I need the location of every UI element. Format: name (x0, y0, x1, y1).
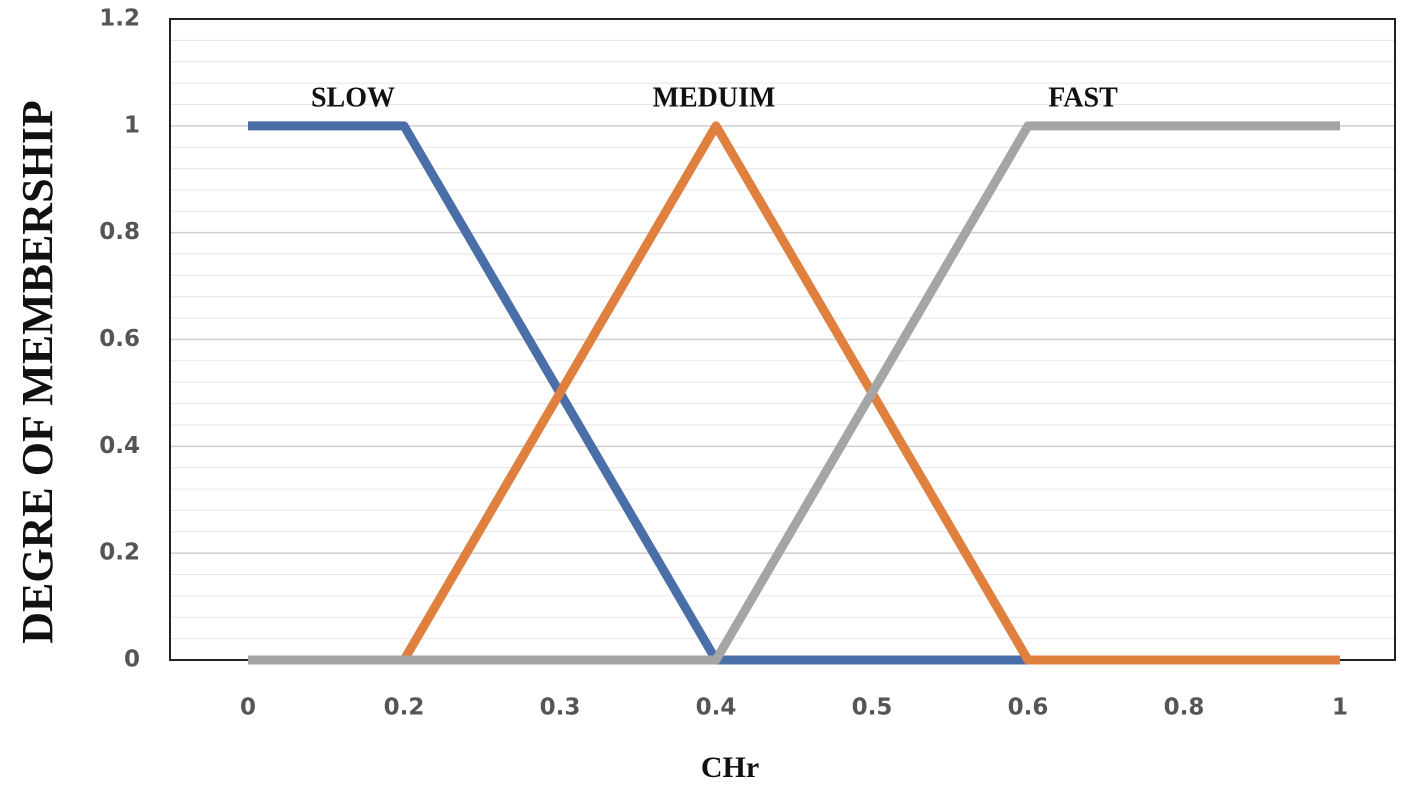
y-tick-label: 0 (124, 647, 140, 673)
series-label: MEDUIM (653, 82, 776, 113)
x-tick-label: 0.3 (540, 695, 581, 721)
series-label: SLOW (311, 82, 395, 113)
y-tick-label: 0.6 (99, 326, 140, 352)
x-tick-label: 0.2 (384, 695, 425, 721)
series-line (248, 121, 1340, 665)
y-tick-label: 1 (124, 112, 140, 138)
series-line (248, 121, 1340, 665)
x-tick-label: 0.4 (696, 695, 737, 721)
x-tick-label: 0.8 (1164, 695, 1205, 721)
x-axis-title: CHr (701, 751, 759, 784)
x-tick-label: 1 (1332, 695, 1348, 721)
x-tick-label: 0.6 (1008, 695, 1049, 721)
y-tick-label: 0.8 (99, 219, 140, 245)
y-tick-label: 0.2 (99, 540, 140, 566)
x-tick-label: 0 (240, 695, 256, 721)
y-tick-label: 0.4 (99, 433, 140, 459)
x-tick-label: 0.5 (852, 695, 893, 721)
series-line (248, 121, 1340, 665)
series-label: FAST (1048, 82, 1118, 113)
y-tick-label: 1.2 (99, 6, 140, 32)
y-axis-title: DEGRE OF MEMBERSHIP (13, 100, 62, 644)
